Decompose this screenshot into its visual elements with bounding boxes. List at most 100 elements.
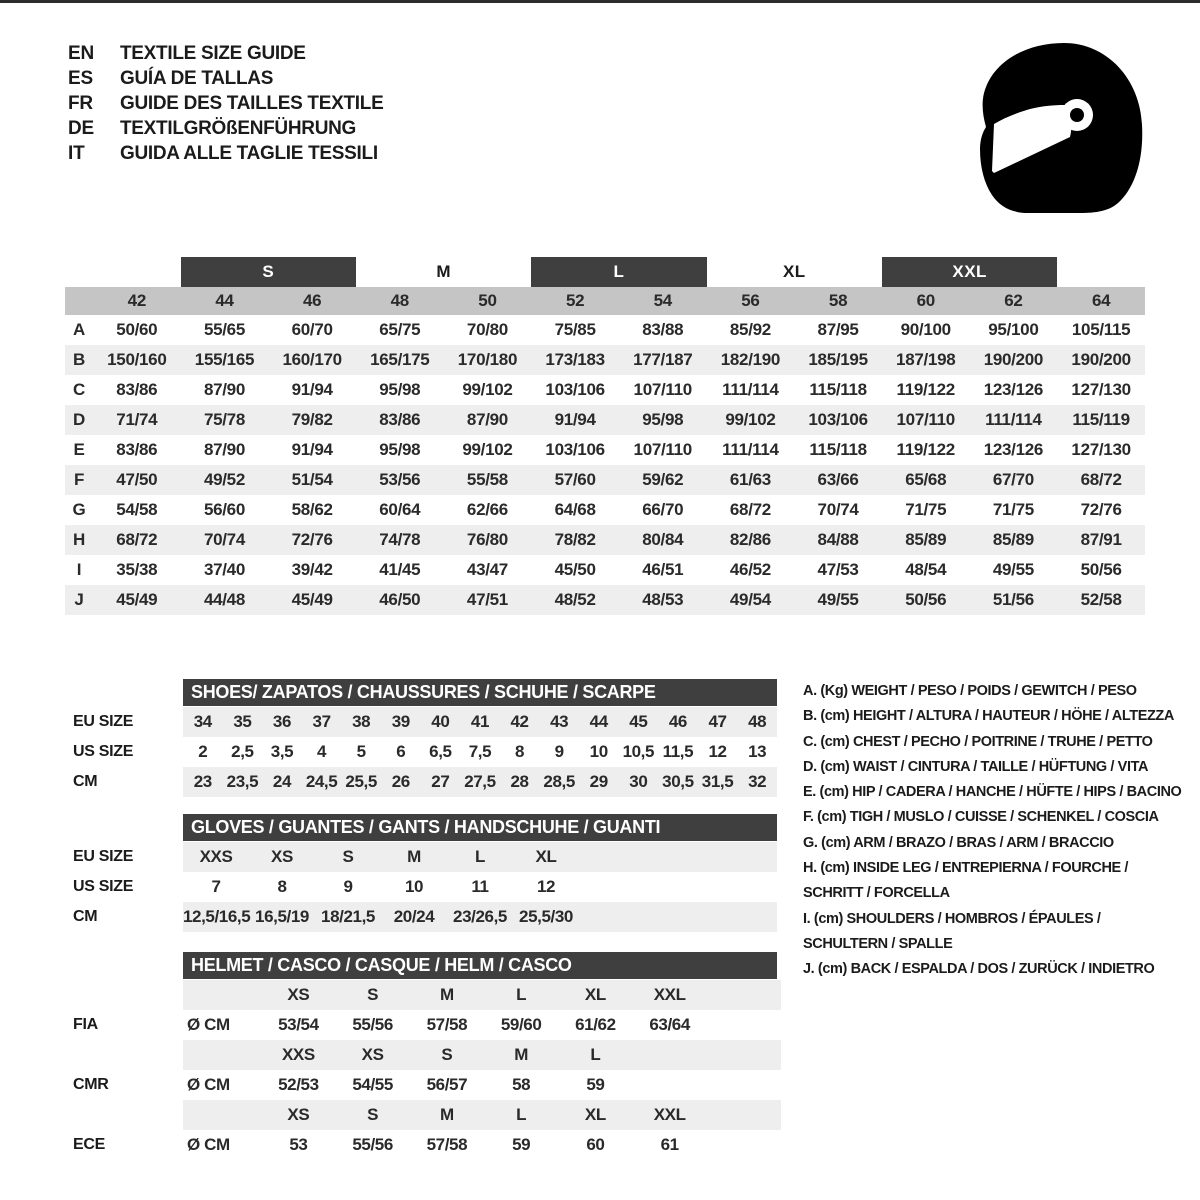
- measurement-cell: 56/60: [180, 495, 269, 525]
- helmet-cell: 57/58: [409, 1130, 484, 1160]
- shoes-cell: 30,5: [658, 767, 698, 797]
- measurement-cell: 83/88: [618, 315, 707, 345]
- gloves-row-label: CM: [73, 908, 98, 925]
- shoes-cell: 24: [262, 767, 302, 797]
- measurement-cell: 87/95: [794, 315, 882, 345]
- title-lang-en: EN: [68, 43, 94, 64]
- measurement-cell: 123/126: [969, 435, 1058, 465]
- measurement-legend: A. (Kg) WEIGHT / PESO / POIDS / GEWITCH …: [803, 679, 1183, 983]
- gloves-cell: 7: [183, 872, 249, 902]
- title-text-de: TEXTILGRÖßENFÜHRUNG: [120, 118, 357, 139]
- helmet-cell: 55/56: [335, 1130, 410, 1160]
- shoes-row: 34 35 36 37 38 39 40 41 42 43 44 45 46 47 48: [183, 707, 777, 737]
- measurement-cell: 99/102: [706, 405, 795, 435]
- measurement-cell: 39/42: [268, 555, 356, 585]
- shoes-cell: 13: [737, 737, 777, 767]
- shoes-cell: 2: [183, 737, 223, 767]
- helmet-cell: [183, 1040, 262, 1070]
- title-row: IT GUIDA ALLE TAGLIE TESSILI: [68, 143, 708, 168]
- column-header-44: 44: [180, 287, 269, 315]
- gloves-row-label: EU SIZE: [73, 848, 134, 865]
- measurement-cell: 87/90: [180, 375, 269, 405]
- table-row: G 54/58 56/60 58/62 60/64 62/66 64/68 66/70 68/7…: [65, 495, 1145, 525]
- shoes-cell: 41: [460, 707, 500, 737]
- measurement-cell: 70/80: [443, 315, 532, 345]
- measurement-cell: 75/85: [531, 315, 619, 345]
- shoes-cell: 9: [539, 737, 579, 767]
- row-label-j: J: [65, 585, 93, 615]
- measurement-cell: 82/86: [706, 525, 795, 555]
- title-row: DE TEXTILGRÖßENFÜHRUNG: [68, 118, 708, 143]
- measurement-cell: 46/50: [355, 585, 444, 615]
- shoes-cell: 27: [420, 767, 461, 797]
- row-label-d: D: [65, 405, 93, 435]
- measurement-cell: 58/62: [268, 495, 356, 525]
- measurement-cell: 65/68: [881, 465, 970, 495]
- measurement-cell: 75/78: [180, 405, 269, 435]
- helmet-cell: S: [335, 980, 410, 1010]
- measurement-cell: 44/48: [180, 585, 269, 615]
- title-text-fr: GUIDE DES TAILLES TEXTILE: [120, 93, 384, 114]
- helmet-cell: Ø CM: [183, 1010, 262, 1040]
- measurement-cell: 48/53: [618, 585, 707, 615]
- measurement-cell: 119/122: [881, 375, 970, 405]
- measurement-cell: 72/76: [1057, 495, 1145, 525]
- measurement-cell: 54/58: [93, 495, 181, 525]
- legend-line: C. (cm) CHEST / PECHO / POITRINE / TRUHE…: [803, 733, 1153, 750]
- measurement-cell: 84/88: [794, 525, 882, 555]
- measurement-cell: 47/50: [93, 465, 181, 495]
- legend-line: E. (cm) HIP / CADERA / HANCHE / HÜFTE / …: [803, 784, 1182, 801]
- measurement-cell: 177/187: [618, 345, 707, 375]
- gloves-cell: 18/21,5: [315, 902, 381, 932]
- helmet-cell: 52/53: [261, 1070, 336, 1100]
- title-row: EN TEXTILE SIZE GUIDE: [68, 43, 708, 68]
- gloves-cell: [645, 842, 711, 872]
- measurement-cell: 187/198: [881, 345, 970, 375]
- gloves-cell: XL: [513, 842, 579, 872]
- title-lang-fr: FR: [68, 93, 93, 114]
- legend-line: I. (cm) SHOULDERS / HOMBROS / ÉPAULES /: [803, 910, 1101, 927]
- header-corner: [65, 287, 93, 315]
- helmet-grid: XS S M L XL XXL Ø CM 53/54 55/56 57/58 59/60 61/62 6…: [183, 980, 781, 1160]
- shoes-row-label: US SIZE: [73, 743, 134, 760]
- helmet-cell: [706, 1010, 781, 1040]
- measurement-cell: 49/55: [969, 555, 1058, 585]
- measurement-cell: 80/84: [618, 525, 707, 555]
- measurement-cell: 59/62: [618, 465, 707, 495]
- gloves-cell: [579, 902, 645, 932]
- gloves-cell: 9: [315, 872, 381, 902]
- measurement-cell: 46/52: [706, 555, 795, 585]
- gloves-row: 7 8 9 10 11 12: [183, 872, 777, 902]
- measurement-cell: 47/53: [794, 555, 882, 585]
- measurement-cell: 111/114: [969, 405, 1058, 435]
- helmet-row: XXS XS S M L: [183, 1040, 781, 1070]
- measurement-cell: 103/106: [531, 375, 619, 405]
- table-row: E 83/86 87/90 91/94 95/98 99/102 103/106 107/11…: [65, 435, 1145, 465]
- helmet-row: Ø CM 52/53 54/55 56/57 58 59: [183, 1070, 781, 1100]
- measurement-cell: 165/175: [355, 345, 444, 375]
- helmet-cell: [183, 980, 262, 1010]
- legend-line: J. (cm) BACK / ESPALDA / DOS / ZURÜCK / …: [803, 961, 1155, 978]
- measurement-cell: 52/58: [1057, 585, 1145, 615]
- column-header-50: 50: [443, 287, 532, 315]
- size-band-xxl: XXL: [882, 257, 1058, 287]
- helmet-cell: [632, 1070, 707, 1100]
- helmet-row-label: CMR: [73, 1076, 109, 1093]
- measurement-cell: 85/92: [706, 315, 795, 345]
- shoes-cell: 37: [301, 707, 342, 737]
- measurement-cell: 61/63: [706, 465, 795, 495]
- gloves-cell: [579, 842, 645, 872]
- row-label-b: B: [65, 345, 93, 375]
- helmet-cell: S: [335, 1100, 410, 1130]
- measurement-cell: 67/70: [969, 465, 1058, 495]
- gloves-cell: 23/26,5: [447, 902, 513, 932]
- gloves-cell: 12: [513, 872, 579, 902]
- measurement-cell: 91/94: [268, 375, 356, 405]
- measurement-cell: 91/94: [268, 435, 356, 465]
- shoes-cell: 40: [420, 707, 461, 737]
- measurement-cell: 155/165: [180, 345, 269, 375]
- helmet-row: XS S M L XL XXL: [183, 1100, 781, 1130]
- measurement-cell: 50/56: [1057, 555, 1145, 585]
- column-header-48: 48: [355, 287, 444, 315]
- measurement-cell: 45/50: [531, 555, 619, 585]
